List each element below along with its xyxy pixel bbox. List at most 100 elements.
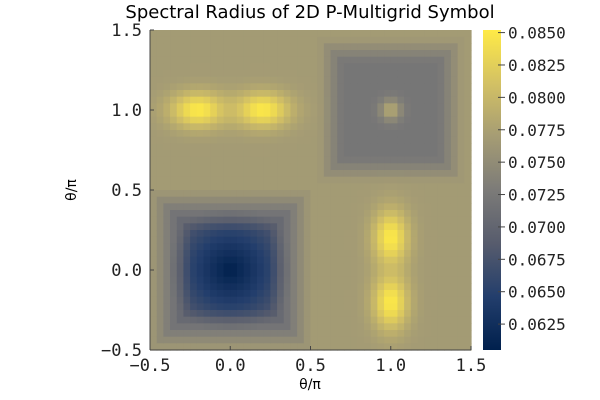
heatmap-cell [297,56,305,64]
heatmap-cell [404,103,412,111]
heatmap-cell [330,343,338,351]
heatmap-cell [263,343,271,351]
heatmap-cell [404,216,412,224]
heatmap-cell [223,70,231,78]
heatmap-cell [277,316,285,324]
heatmap-cell [390,123,399,131]
heatmap-cell [350,130,358,138]
heatmap-cell [364,103,372,111]
heatmap-cell [270,323,278,331]
heatmap-cell [377,90,385,98]
heatmap-cell [196,176,205,184]
heatmap-cell [230,76,238,84]
heatmap-cell [464,296,472,304]
heatmap-cell [170,343,178,351]
heatmap-cell [464,96,472,104]
heatmap-cell [163,63,171,71]
heatmap-cell [464,216,472,224]
heatmap-cell [236,96,245,104]
heatmap-cell [370,90,378,98]
heatmap-cell [223,30,231,38]
heatmap-cell [230,70,238,78]
heatmap-cell [330,96,338,104]
heatmap-cell [236,256,245,264]
heatmap-cell [236,263,245,271]
heatmap-cell [303,276,312,284]
heatmap-cell [156,256,164,264]
heatmap-cell [397,70,405,78]
heatmap-cell [464,76,472,84]
heatmap-cell [277,263,285,271]
heatmap-cell [450,56,459,64]
heatmap-cell [310,96,318,104]
heatmap-cell [364,156,372,164]
heatmap-cell [364,330,372,338]
heatmap-cell [310,103,318,111]
heatmap-cell [196,196,205,204]
heatmap-cell [303,136,312,144]
heatmap-cell [243,130,251,138]
heatmap-cell [303,56,312,64]
heatmap-cell [203,103,211,111]
heatmap-cell [203,296,211,304]
heatmap-cell [257,310,265,318]
heatmap-cell [210,56,218,64]
heatmap-cell [263,236,271,244]
heatmap-cell [257,30,265,38]
heatmap-cell [303,210,312,218]
heatmap-cell [283,176,292,184]
heatmap-cell [417,263,425,271]
heatmap-cell [257,210,265,218]
heatmap-cell [236,210,245,218]
heatmap-cell [457,143,465,151]
heatmap-cell [196,250,205,258]
heatmap-cell [330,176,338,184]
heatmap-cell [236,196,245,204]
heatmap-cell [337,203,345,211]
heatmap-cell [176,110,185,118]
heatmap-cell [330,90,338,98]
heatmap-cell [424,336,432,344]
heatmap-cell [464,163,472,171]
heatmap-cell [317,183,325,191]
heatmap-cell [384,223,392,231]
heatmap-cell [370,216,378,224]
heatmap-cell [243,263,251,271]
heatmap-cell [163,150,171,158]
heatmap-cell [464,256,472,264]
heatmap-cell [190,170,198,178]
heatmap-cell [270,256,278,264]
heatmap-cell [384,290,392,298]
heatmap-cell [444,263,452,271]
heatmap-cell [364,190,372,198]
heatmap-cell [390,343,399,351]
heatmap-cell [303,190,312,198]
heatmap-cell [270,156,278,164]
heatmap-cell [163,43,171,51]
heatmap-cell [270,130,278,138]
heatmap-cell [257,296,265,304]
heatmap-cell [370,123,378,131]
heatmap-cell [384,176,392,184]
heatmap-cell [190,303,198,311]
heatmap-cell [310,290,318,298]
heatmap-cell [444,203,452,211]
heatmap-cell [430,76,439,84]
heatmap-cell [337,116,345,124]
heatmap-cell [450,96,459,104]
heatmap-cell [337,303,345,311]
heatmap-cell [323,176,332,184]
heatmap-cell [464,110,472,118]
heatmap-cell [163,190,171,198]
heatmap-cell [243,63,251,71]
heatmap-cell [230,343,238,351]
heatmap-cell [410,156,419,164]
heatmap-cell [277,230,285,238]
y-tick-label: 0.0 [111,261,142,281]
heatmap-cell [210,90,218,98]
heatmap-cell [277,256,285,264]
heatmap-cell [457,103,465,111]
heatmap-cell [377,270,385,278]
heatmap-cell [390,336,399,344]
heatmap-cell [404,210,412,218]
